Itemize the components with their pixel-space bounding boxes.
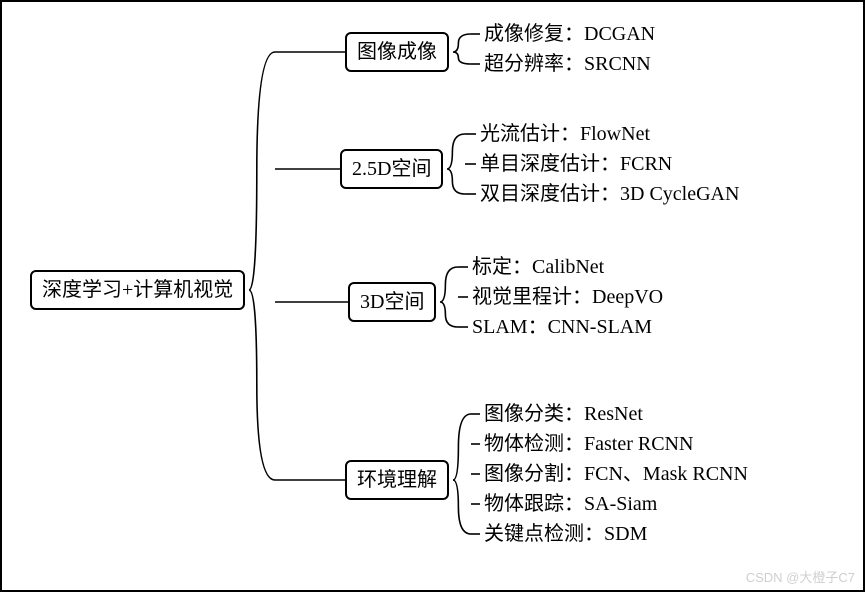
leaf-0-0: 成像修复：DCGAN xyxy=(484,22,655,46)
leaf-1-1: 单目深度估计：FCRN xyxy=(480,152,672,176)
leaf-3-3: 物体跟踪：SA-Siam xyxy=(484,492,657,516)
branch-node-0: 图像成像 xyxy=(345,32,449,72)
leaf-3-4: 关键点检测：SDM xyxy=(484,522,647,546)
leaf-3-2: 图像分割：FCN、Mask RCNN xyxy=(484,462,748,486)
leaf-2-0: 标定：CalibNet xyxy=(472,255,604,279)
diagram-canvas: 深度学习+计算机视觉 图像成像 2.5D空间 3D空间环境理解 成像修复：DCGAN 超分… xyxy=(0,0,865,592)
branch-node-1: 2.5D空间 xyxy=(340,149,443,189)
branch-node-2: 3D空间 xyxy=(348,282,436,322)
leaf-0-1: 超分辨率：SRCNN xyxy=(484,52,651,76)
branch-node-3: 环境理解 xyxy=(345,460,449,500)
leaf-1-2: 双目深度估计：3D CycleGAN xyxy=(480,182,739,206)
leaf-1-0: 光流估计：FlowNet xyxy=(480,122,650,146)
leaf-2-1: 视觉里程计：DeepVO xyxy=(472,285,663,309)
leaf-3-1: 物体检测：Faster RCNN xyxy=(484,432,693,456)
leaf-3-0: 图像分类：ResNet xyxy=(484,402,643,426)
watermark: CSDN @大橙子C7 xyxy=(746,567,855,586)
leaf-2-2: SLAM：CNN-SLAM xyxy=(472,315,652,339)
root-node: 深度学习+计算机视觉 xyxy=(30,270,245,310)
